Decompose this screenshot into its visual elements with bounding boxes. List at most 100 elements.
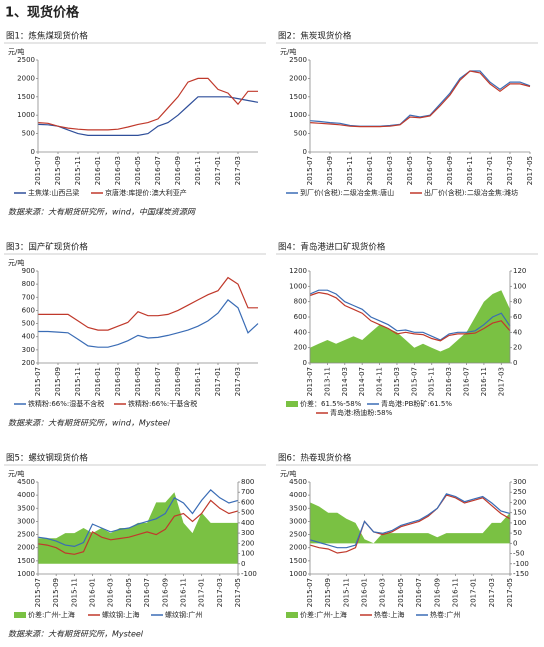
line-series xyxy=(38,276,258,331)
x-tick-label: 2017-01 xyxy=(198,578,206,607)
x-tick-label: 2017-03 xyxy=(216,578,224,607)
x-tick-label: 2016-09 xyxy=(161,578,169,607)
legend-label: 青岛港:杨迪粉:58% xyxy=(330,408,393,417)
line-series xyxy=(309,70,531,127)
source-note: 数据来源：大有期货研究所，wind，中国煤炭资源网 xyxy=(8,208,196,217)
x-tick-label: 2017-03 xyxy=(506,156,514,185)
y2-tick-label: 0 xyxy=(513,359,517,367)
x-tick-label: 2016-11 xyxy=(194,156,202,185)
x-tick-label: 2016-01 xyxy=(89,578,97,607)
x-tick-label: 2016-01 xyxy=(94,367,102,396)
x-tick-label: 2016-09 xyxy=(174,156,182,185)
x-tick-label: 2016-03 xyxy=(445,367,453,396)
x-tick-label: 2016-07 xyxy=(463,367,471,396)
legend-label: 到厂价(含税):二级冶金焦:唐山 xyxy=(300,188,394,197)
x-tick-label: 2017-03 xyxy=(234,367,242,396)
x-tick-label: 2016-05 xyxy=(406,156,414,185)
chart-title: 图6：热卷现货价格 xyxy=(278,453,352,464)
line-series xyxy=(37,489,239,548)
legend-label: 主焦煤:山西吕梁 xyxy=(28,188,79,197)
x-tick-label: 2016-07 xyxy=(426,156,434,185)
legend-label: 价差:广州-上海 xyxy=(28,610,75,619)
y-tick-label: 1500 xyxy=(289,93,307,101)
y2-tick-label: -150 xyxy=(513,570,529,578)
source-note: 数据来源：大有期货研究所，wind，Mysteel xyxy=(8,419,171,428)
x-tick-label: 2016-07 xyxy=(154,367,162,396)
y-tick-label: 500 xyxy=(22,320,35,328)
y-tick-label: 600 xyxy=(294,313,307,321)
x-tick-label: 2015-11 xyxy=(70,578,78,607)
legend-label: 螺纹钢:广州 xyxy=(165,610,202,619)
x-tick-label: 2016-07 xyxy=(143,578,151,607)
y2-tick-label: 300 xyxy=(513,478,526,486)
x-tick-label: 2015-09 xyxy=(324,578,332,607)
y-tick-label: 3000 xyxy=(17,517,35,525)
x-tick-label: 2015-07 xyxy=(306,156,314,185)
x-tick-label: 2017-05 xyxy=(234,578,242,607)
y-tick-label: 1000 xyxy=(17,111,35,119)
x-tick-label: 2017-01 xyxy=(470,578,478,607)
y2-tick-label: 40 xyxy=(513,328,522,336)
x-tick-label: 2016-01 xyxy=(361,578,369,607)
y2-tick-label: -50 xyxy=(513,550,524,558)
x-tick-label: 2014-07 xyxy=(358,367,366,396)
y2-tick-label: 0 xyxy=(241,560,245,568)
x-tick-label: 2016-07 xyxy=(154,156,162,185)
legend-label: 青岛港:PB粉矿:61.5% xyxy=(381,399,452,408)
x-tick-label: 2014-11 xyxy=(376,367,384,396)
line-series xyxy=(309,289,511,341)
y2-tick-label: 800 xyxy=(241,478,254,486)
y-axis-label: 元/吨 xyxy=(280,47,296,56)
legend-label: 价差：61.5%-58% xyxy=(300,399,362,408)
x-tick-label: 2015-07 xyxy=(410,367,418,396)
x-tick-label: 2016-07 xyxy=(415,578,423,607)
line-series xyxy=(309,291,511,342)
area-series xyxy=(38,492,238,564)
y-tick-label: 1200 xyxy=(289,267,307,275)
x-tick-label: 2015-11 xyxy=(74,156,82,185)
x-tick-label: 2015-07 xyxy=(34,156,42,185)
y2-tick-label: -100 xyxy=(513,560,529,568)
legend-label: 价差:广州-上海 xyxy=(300,610,347,619)
x-tick-label: 2013-11 xyxy=(323,367,331,396)
x-tick-label: 2016-11 xyxy=(480,367,488,396)
source-note: 数据来源：大有期货研究所，Mysteel xyxy=(8,630,144,639)
line-series xyxy=(309,70,531,128)
legend-swatch xyxy=(286,401,298,407)
y2-tick-label: 60 xyxy=(513,313,522,321)
legend-label: 铁精粉:66%:湿基不含税 xyxy=(28,399,104,408)
y-tick-label: 900 xyxy=(22,267,35,275)
y-tick-label: 800 xyxy=(22,280,35,288)
legend-label: 螺纹钢:上海 xyxy=(102,610,139,619)
y2-tick-label: -100 xyxy=(241,570,257,578)
x-tick-label: 2016-09 xyxy=(446,156,454,185)
chart-title: 图2：焦炭现货价格 xyxy=(278,31,352,42)
x-tick-label: 2016-09 xyxy=(433,578,441,607)
x-tick-label: 2016-05 xyxy=(134,156,142,185)
y2-tick-label: 100 xyxy=(513,282,526,290)
x-tick-label: 2015-11 xyxy=(74,367,82,396)
line-series xyxy=(309,494,511,554)
y-tick-label: 4500 xyxy=(289,478,307,486)
x-tick-label: 2015-11 xyxy=(428,367,436,396)
y2-tick-label: 0 xyxy=(513,539,517,547)
y-tick-label: 2500 xyxy=(17,531,35,539)
y-tick-label: 4500 xyxy=(17,478,35,486)
line-series xyxy=(37,499,239,555)
y2-tick-label: 150 xyxy=(513,509,526,517)
y2-tick-label: 80 xyxy=(513,298,522,306)
chart-title: 图3：国产矿现货价格 xyxy=(6,242,88,253)
y-tick-label: 2000 xyxy=(289,544,307,552)
area-series xyxy=(310,290,510,363)
y-tick-label: 2500 xyxy=(289,531,307,539)
x-tick-label: 2015-07 xyxy=(306,578,314,607)
y-tick-label: 300 xyxy=(22,346,35,354)
y-tick-label: 2500 xyxy=(289,56,307,64)
y2-tick-label: 100 xyxy=(513,519,526,527)
x-tick-label: 2015-07 xyxy=(34,367,42,396)
x-tick-label: 2016-05 xyxy=(397,578,405,607)
y-tick-label: 1000 xyxy=(289,570,307,578)
y2-tick-label: 120 xyxy=(513,267,526,275)
y-tick-label: 400 xyxy=(22,333,35,341)
x-tick-label: 2017-03 xyxy=(488,578,496,607)
